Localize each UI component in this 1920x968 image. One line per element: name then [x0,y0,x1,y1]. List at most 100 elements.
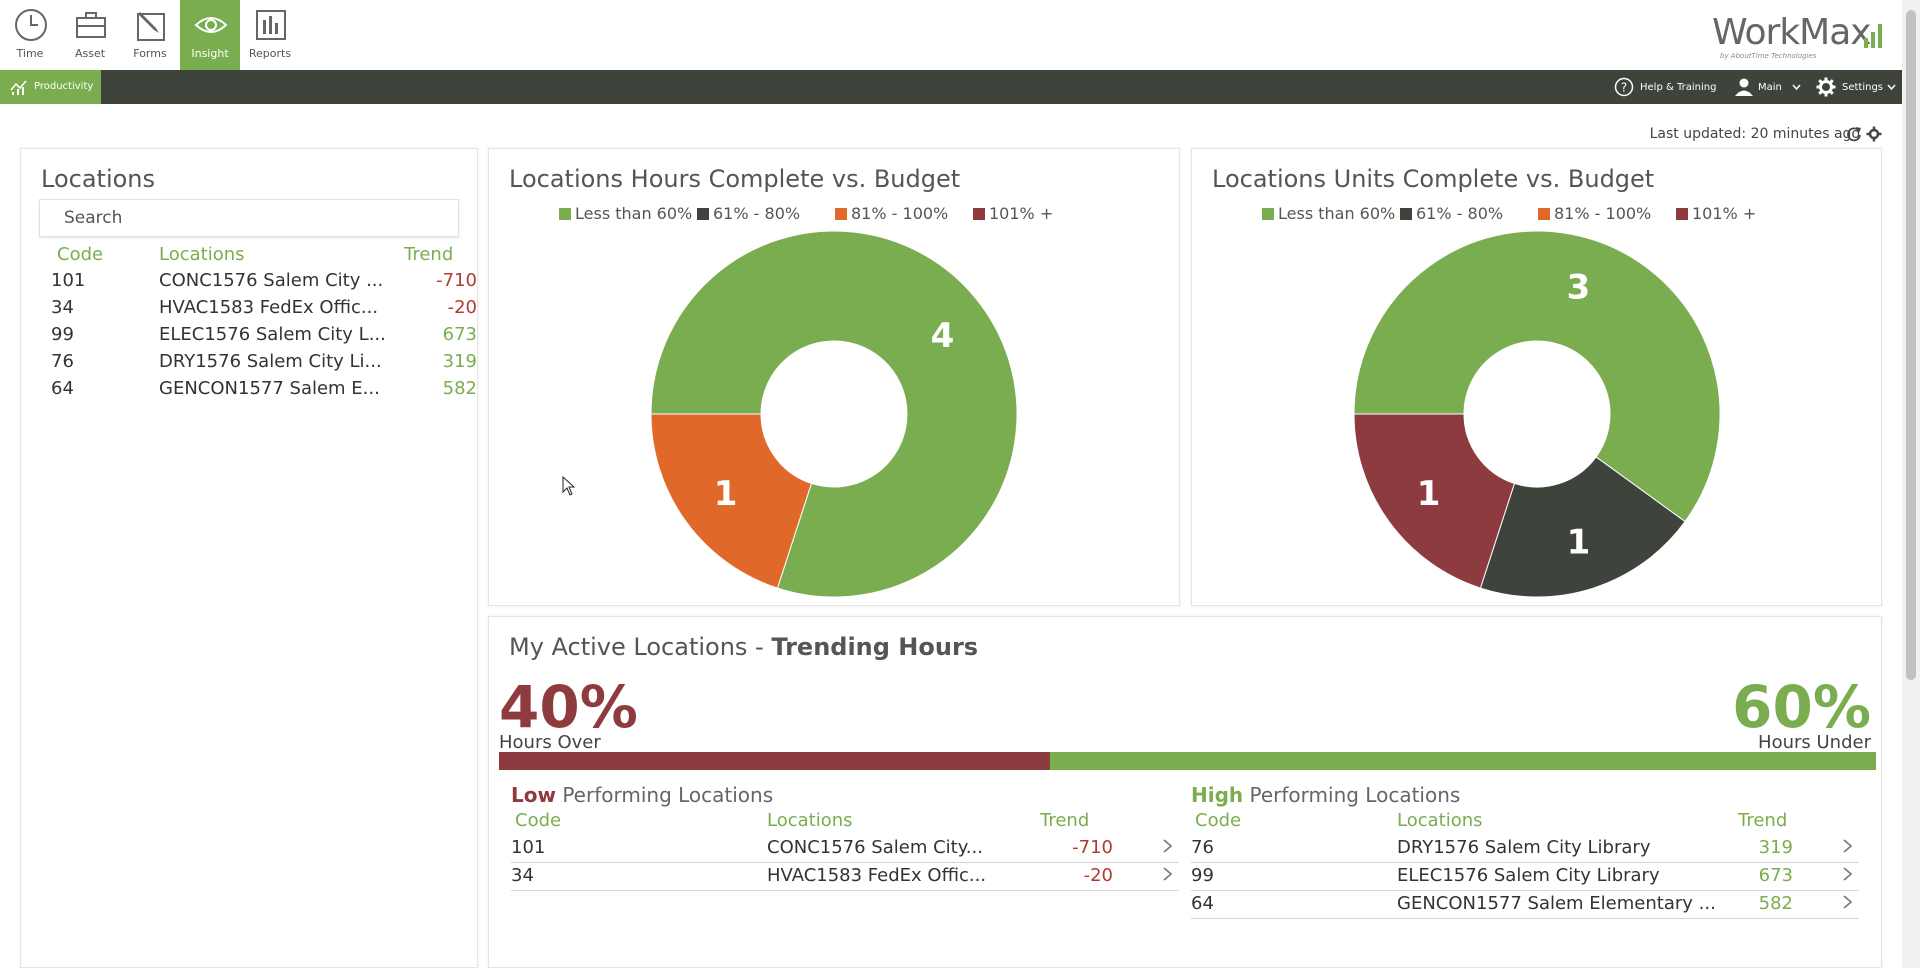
row-trend: 673 [1758,865,1793,886]
hours-under-percent: 60% [1732,673,1871,741]
chevron-right-icon[interactable] [1161,865,1175,883]
legend-swatch-orange [1538,208,1550,220]
tab-productivity[interactable]: Productivity [0,70,101,104]
table-row[interactable]: 34 HVAC1583 FedEx Offic... -20 [511,863,1179,891]
legend-item[interactable]: Less than 60% [1262,204,1395,223]
table-row[interactable]: 99 ELEC1576 Salem City Library 673 [1191,863,1859,891]
page-scrollbar[interactable] [1902,0,1920,968]
top-nav: Time Asset Forms Insight Reports WorkMax… [0,0,1920,70]
row-code: 101 [511,837,546,858]
pencil-icon [137,12,165,41]
row-code: 76 [51,351,74,372]
svg-text:?: ? [1621,81,1627,95]
list-item[interactable]: 76 DRY1576 Salem City Li... 319 [21,351,481,378]
nav-insight-label: Insight [191,47,229,60]
row-trend: 319 [1758,837,1793,858]
nav-forms[interactable]: Forms [120,0,180,70]
nav-asset[interactable]: Asset [60,0,120,70]
main-menu[interactable]: Main [1734,70,1804,104]
nav-time[interactable]: Time [0,0,60,70]
last-updated-text: Last updated: 20 minutes ago [1649,126,1860,142]
hours-legend: Less than 60% 61% - 80% 81% - 100% 101% … [559,204,1119,224]
last-updated-actions [1846,126,1882,142]
table-row[interactable]: 64 GENCON1577 Salem Elementary ... 582 [1191,891,1859,919]
legend-item[interactable]: 101% + [973,204,1053,223]
trending-title-prefix: My Active Locations - [509,633,772,661]
gear-icon[interactable] [1866,126,1882,142]
slice-less-than-60[interactable] [650,230,1018,598]
legend-item[interactable]: 81% - 100% [1538,204,1651,223]
locations-panel: Locations Search Code Locations Trend 10… [20,148,478,968]
legend-item[interactable]: Less than 60% [559,204,692,223]
help-training-link[interactable]: ? Help & Training [1614,70,1716,104]
col-header-code[interactable]: Code [57,244,104,265]
nav-reports-label: Reports [248,47,292,60]
low-col-header-trend[interactable]: Trend [1040,810,1090,831]
refresh-icon[interactable] [1846,126,1862,142]
legend-swatch-green [559,208,571,220]
low-title-rest: Performing Locations [555,783,774,807]
help-icon: ? [1614,77,1634,97]
high-col-header-code[interactable]: Code [1195,810,1242,831]
nav-insight[interactable]: Insight [180,0,240,70]
legend-label: 81% - 100% [1554,204,1652,223]
units-chart-title: Locations Units Complete vs. Budget [1212,165,1655,193]
tab-productivity-label: Productivity [34,81,94,92]
legend-item[interactable]: 61% - 80% [697,204,800,223]
slice-61-80[interactable] [1479,456,1686,598]
high-col-header-locations[interactable]: Locations [1397,810,1483,831]
legend-label: Less than 60% [575,204,693,223]
high-col-header-trend[interactable]: Trend [1738,810,1788,831]
list-item[interactable]: 34 HVAC1583 FedEx Offic... -20 [21,297,481,324]
chevron-right-icon[interactable] [1161,837,1175,855]
table-row[interactable]: 101 CONC1576 Salem City... -710 [511,835,1179,863]
legend-label: 101% + [989,204,1054,223]
row-location: DRY1576 Salem City Li... [159,351,382,372]
slice-101-plus[interactable] [1353,413,1516,589]
trending-title: My Active Locations - Trending Hours [509,633,978,661]
row-code: 99 [51,324,74,345]
col-header-locations[interactable]: Locations [159,244,245,265]
hours-donut-chart: 41 [650,230,1018,598]
mouse-cursor-icon [562,476,576,496]
scrollbar-thumb[interactable] [1906,10,1916,680]
low-title-bold: Low [511,783,556,807]
eye-icon [194,17,228,33]
chevron-right-icon[interactable] [1841,837,1855,855]
legend-label: 61% - 80% [713,204,801,223]
legend-item[interactable]: 61% - 80% [1400,204,1503,223]
gear-icon [1816,77,1836,97]
clock-icon [15,9,47,41]
chevron-right-icon[interactable] [1841,865,1855,883]
row-code: 64 [51,378,74,399]
list-item[interactable]: 101 CONC1576 Salem City ... -710 [21,270,481,297]
table-row[interactable]: 76 DRY1576 Salem City Library 319 [1191,835,1859,863]
search-input[interactable]: Search [39,199,459,237]
row-location: GENCON1577 Salem Elementary ... [1397,893,1716,914]
row-code: 76 [1191,837,1214,858]
row-trend: -710 [1072,837,1113,858]
row-location: ELEC1576 Salem City L... [159,324,386,345]
col-header-trend[interactable]: Trend [404,244,454,265]
list-item[interactable]: 64 GENCON1577 Salem E... 582 [21,378,481,405]
row-location: DRY1576 Salem City Library [1397,837,1651,858]
high-performing-title: High Performing Locations [1191,783,1460,807]
legend-item[interactable]: 101% + [1676,204,1756,223]
legend-swatch-green [1262,208,1274,220]
legend-item[interactable]: 81% - 100% [835,204,948,223]
logo-tagline: by AboutTime Technologies [1720,52,1817,60]
list-item[interactable]: 99 ELEC1576 Salem City L... 673 [21,324,481,351]
legend-label: Less than 60% [1278,204,1396,223]
slice-81-100[interactable] [650,413,813,589]
nav-reports[interactable]: Reports [240,0,300,70]
legend-swatch-orange [835,208,847,220]
chevron-right-icon[interactable] [1841,893,1855,911]
settings-menu[interactable]: Settings [1816,70,1896,104]
low-col-header-code[interactable]: Code [515,810,562,831]
hours-over-label: Hours Over [499,732,601,753]
low-col-header-locations[interactable]: Locations [767,810,853,831]
row-trend: -20 [447,297,477,318]
slice-less-than-60[interactable] [1353,230,1721,523]
row-trend: 582 [442,378,477,399]
hours-chart-panel: Locations Hours Complete vs. Budget Less… [488,148,1180,606]
